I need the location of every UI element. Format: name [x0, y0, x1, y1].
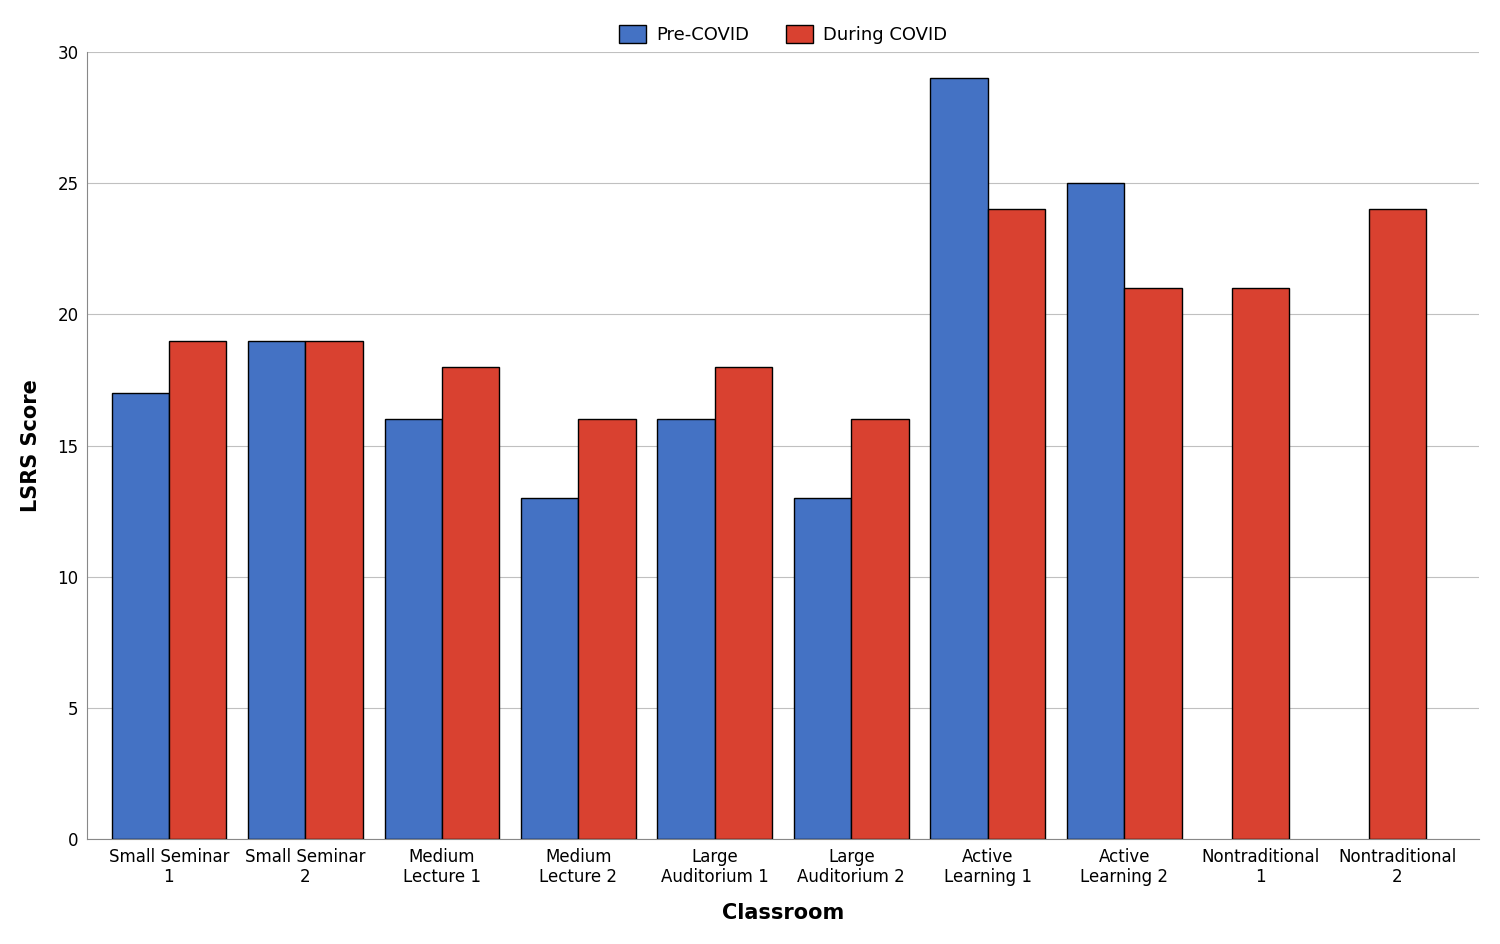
Legend: Pre-COVID, During COVID: Pre-COVID, During COVID: [612, 18, 956, 51]
Bar: [442, 367, 500, 839]
Bar: [1066, 183, 1125, 839]
Y-axis label: LSRS Score: LSRS Score: [21, 379, 40, 512]
Bar: [248, 341, 306, 839]
Bar: [1232, 288, 1290, 839]
Bar: [579, 419, 636, 839]
Bar: [520, 498, 579, 839]
Bar: [1368, 210, 1426, 839]
X-axis label: Classroom: Classroom: [722, 903, 844, 923]
Bar: [657, 419, 716, 839]
Bar: [852, 419, 909, 839]
Bar: [384, 419, 442, 839]
Bar: [306, 341, 363, 839]
Bar: [716, 367, 772, 839]
Bar: [1125, 288, 1182, 839]
Bar: [930, 78, 988, 839]
Bar: [988, 210, 1046, 839]
Bar: [794, 498, 852, 839]
Bar: [170, 341, 226, 839]
Bar: [111, 393, 170, 839]
